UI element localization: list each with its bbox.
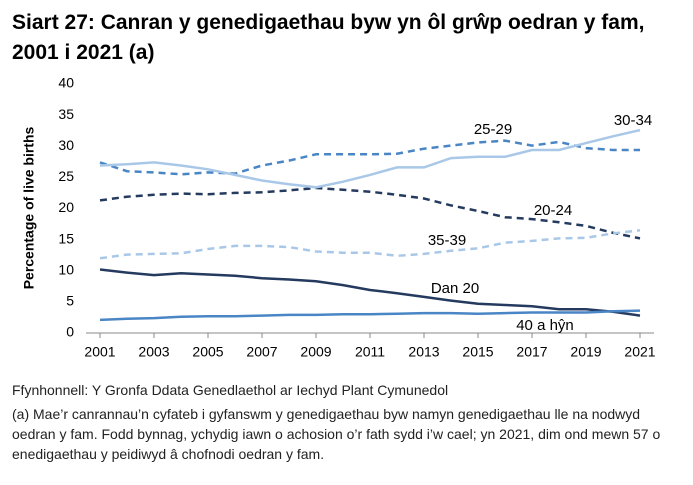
x-tick-label: 2005 [192, 344, 223, 360]
x-tick-label: 2011 [355, 344, 385, 360]
title: Siart 27: Canran y genedigaethau byw yn … [12, 11, 645, 64]
y-tick-label: 20 [58, 199, 74, 215]
x-tick-label: 2015 [462, 344, 493, 360]
series-label: 35-39 [428, 232, 466, 249]
series-label: 40 a hŷn [516, 317, 574, 334]
y-tick-label: 25 [58, 168, 74, 184]
y-tick-label: 0 [66, 324, 74, 340]
y-tick-label: 5 [66, 293, 74, 309]
y-tick-label: 15 [58, 230, 74, 246]
source: Ffynhonnell: Y Gronfa Ddata Genedlaethol… [12, 382, 449, 398]
x-tick-label: 2013 [408, 344, 439, 360]
y-tick-label: 40 [58, 75, 74, 91]
y-tick-label: 10 [58, 261, 74, 277]
series-label: 20-24 [534, 202, 572, 219]
series-line [99, 186, 641, 240]
x-tick-label: 2017 [516, 344, 547, 360]
x-tick-label: 2001 [84, 344, 115, 360]
x-tick-label: 2019 [570, 344, 601, 360]
y-tick-label: 30 [58, 137, 74, 153]
series-line [99, 139, 640, 176]
series-line [99, 128, 641, 189]
series-line [99, 309, 641, 322]
chart: Percentage of live births 0 5 10 15 20 25 30 35… [21, 75, 656, 360]
x-tick-label: 2003 [138, 344, 169, 360]
x-tick-label: 2009 [300, 344, 331, 360]
series-line [99, 268, 641, 317]
note: (a) Mae’r canrannau’n cyfateb i gyfanswm… [12, 406, 661, 462]
series-line [99, 229, 641, 260]
y-axis-label: Percentage of live births [21, 126, 37, 289]
x-tick-label: 2007 [246, 344, 277, 360]
series-label: 30-34 [614, 112, 652, 129]
y-tick-label: 35 [58, 106, 74, 122]
series-label: Dan 20 [431, 280, 479, 297]
series-label: 25-29 [474, 121, 512, 138]
x-tick-label: 2021 [624, 344, 655, 360]
